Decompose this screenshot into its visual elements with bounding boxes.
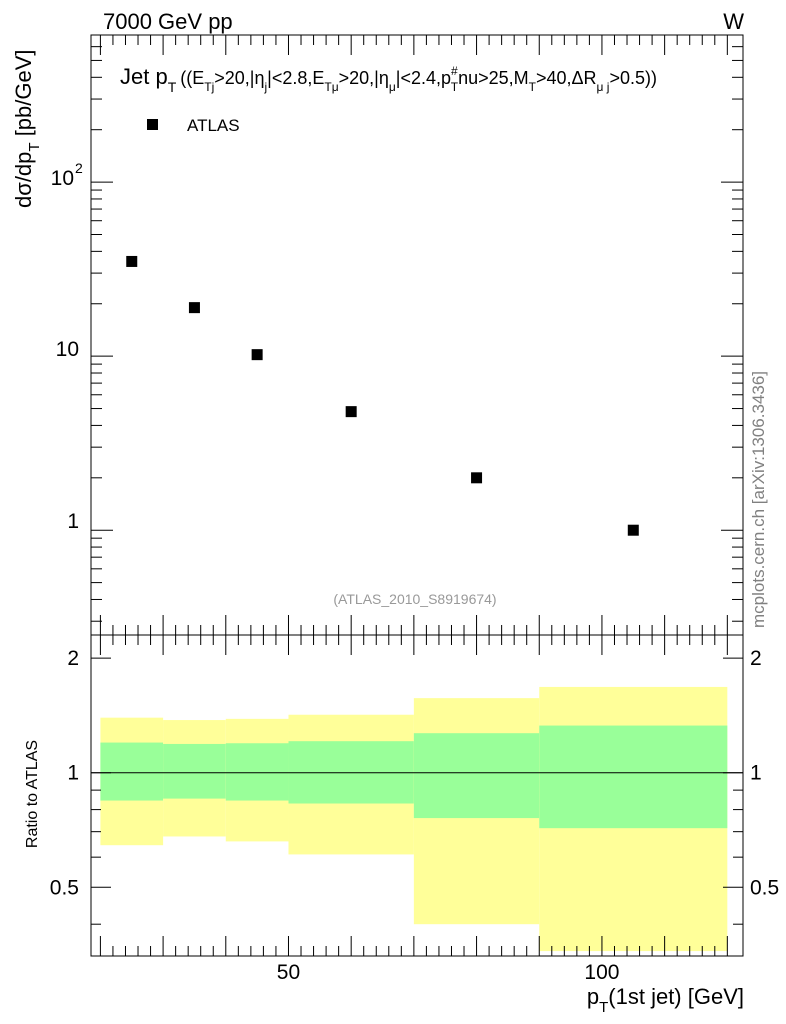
x-axis-label: pT(1st jet) [GeV]: [587, 984, 744, 1016]
uncertainty-bands: [100, 686, 728, 952]
analysis-id: (ATLAS_2010_S8919674): [333, 591, 496, 607]
ratio-ytick-label-1: 1: [67, 762, 79, 785]
data-point: [471, 472, 483, 484]
header-process: W: [723, 9, 744, 34]
ytick-label-100-exponent: 2: [75, 160, 83, 176]
plot-title: Jet pT ((ETj>20,|ηj|<2.8,ETμ>20,|ημ|<2.4,…: [120, 64, 657, 95]
y-axis-label: dσ/dpT [pb/GeV]: [11, 49, 43, 208]
ratio-ytick-label-right-2: 2: [750, 647, 762, 670]
x-axis-label-sub: T: [599, 999, 608, 1016]
ratio-plot-frame: [90, 634, 744, 957]
uncertainty-band-inner: [100, 742, 164, 801]
main-plot-panel: 1 10 10 2 dσ/dpT [pb/GeV] Jet pT ((ETj>20…: [11, 34, 744, 636]
data-point: [627, 524, 639, 536]
data-point: [126, 255, 138, 267]
watermark: mcplots.cern.ch [arXiv:1306.3436]: [749, 371, 768, 628]
legend-label-atlas: ATLAS: [187, 116, 240, 135]
data-point: [251, 349, 263, 361]
ratio-ytick-label-right-0.5: 0.5: [750, 876, 779, 899]
ratio-y-axis-label: Ratio to ATLAS: [24, 740, 41, 848]
ytick-label-1: 1: [67, 510, 79, 533]
legend-marker-atlas: [147, 119, 158, 130]
ratio-plot-ticks: [91, 635, 743, 956]
y-axis-label-rest: [pb/GeV]: [11, 49, 36, 142]
data-point: [345, 406, 357, 418]
xtick-label-50: 50: [277, 961, 300, 984]
main-plot-ticks: [91, 34, 743, 635]
header-energy: 7000 GeV pp: [103, 9, 233, 34]
y-axis-label-main: dσ/dp: [11, 152, 36, 208]
ratio-ytick-label-0.5: 0.5: [50, 876, 79, 899]
data-points: [126, 255, 639, 536]
uncertainty-band-inner: [225, 743, 289, 801]
uncertainty-band-inner: [413, 733, 540, 819]
ytick-label-10: 10: [56, 338, 79, 361]
x-axis-label-rest: (1st jet) [GeV]: [608, 984, 744, 1009]
x-axis-label-main: p: [587, 984, 599, 1009]
ratio-ytick-label-2: 2: [67, 647, 79, 670]
y-axis-label-sub: T: [26, 142, 43, 151]
ratio-ytick-label-right-1: 1: [750, 762, 762, 785]
data-point: [188, 302, 200, 314]
xtick-label-100: 100: [584, 961, 619, 984]
ratio-plot-panel: 0.5 1 2 0.5 1 2 Ratio to ATLAS 50 100 pT…: [24, 634, 779, 1016]
uncertainty-band-inner: [539, 725, 728, 829]
ytick-label-100: 10: [51, 167, 74, 190]
uncertainty-band-inner: [163, 743, 226, 799]
